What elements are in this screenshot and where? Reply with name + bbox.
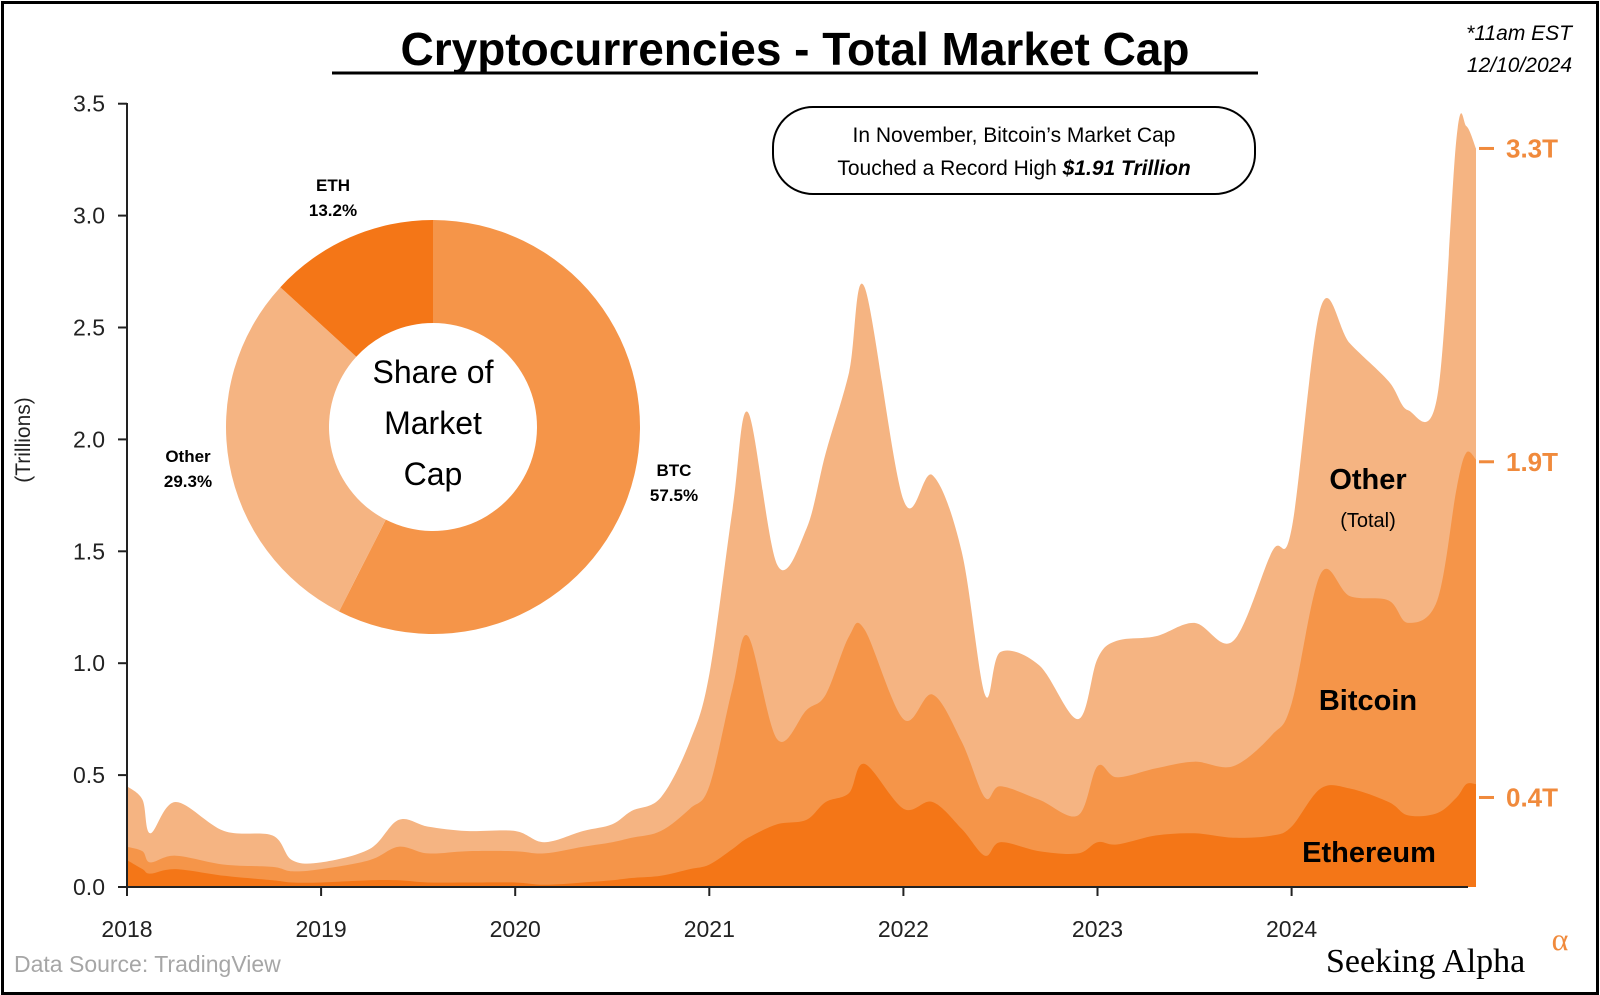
brand-name: Seeking Alpha [1326,943,1525,980]
stacked-areas [127,113,1476,887]
slice-label-btc-name: BTC [657,461,692,480]
end-labels: 3.3T 1.9T 0.4T [1479,133,1558,812]
x-ticks: 2018 2019 2020 2021 2022 2023 2024 [101,887,1317,942]
donut-title-line-3: Cap [404,456,463,492]
y-tick-label: 1.0 [73,650,105,676]
y-tick-label: 3.0 [73,203,105,229]
end-label-text: 1.9T [1506,447,1558,477]
y-tick-label: 2.5 [73,315,105,341]
x-tick-label: 2021 [684,916,735,942]
label-other: Other [1329,464,1406,496]
area-ethereum [127,763,1476,887]
y-tick-label: 0.5 [73,762,105,788]
label-other-total: (Total) [1340,510,1396,532]
y-tick-label: 0.0 [73,874,105,900]
y-tick-label: 2.0 [73,426,105,452]
slice-label-other-name: Other [165,447,211,466]
slice-label-btc-value: 57.5% [650,486,698,505]
share-donut [225,220,640,634]
slice-label-eth-value: 13.2% [309,201,357,220]
y-tick-label: 3.5 [73,91,105,117]
y-tick-label: 1.5 [73,538,105,564]
donut-title-line-1: Share of [373,354,494,390]
time-note: *11am EST [1466,22,1574,45]
x-tick-label: 2024 [1266,916,1317,942]
x-tick-label: 2019 [296,916,347,942]
callout-line-2: Touched a Record High $1.91 Trillion [837,157,1190,180]
label-bitcoin: Bitcoin [1319,685,1417,717]
slice-label-eth-name: ETH [316,176,350,195]
donut-slice-eth [280,220,433,357]
axes [126,103,1468,888]
callout-record-value: $1.91 Trillion [1062,157,1191,180]
y-axis-label: (Trillions) [12,397,35,483]
label-ethereum: Ethereum [1302,837,1436,869]
brand-logo: Seeking Alpha [1326,943,1525,980]
slice-label-other-value: 29.3% [164,472,212,491]
x-tick-label: 2020 [490,916,541,942]
x-tick-label: 2023 [1072,916,1123,942]
area-other [127,113,1476,887]
donut-slice-btc [339,220,640,634]
chart-title: Cryptocurrencies - Total Market Cap [400,23,1189,75]
callout-border [772,106,1256,195]
date-note: 12/10/2024 [1467,54,1572,77]
area-bitcoin [127,451,1476,887]
end-label-text: 0.4T [1506,782,1558,812]
y-ticks: 0.0 0.5 1.0 1.5 2.0 2.5 3.0 3.5 [73,91,127,900]
callout-line-2-prefix: Touched a Record High [837,157,1062,180]
x-tick-label: 2018 [101,916,152,942]
donut-slice-other [225,287,386,612]
data-source: Data Source: TradingView [14,951,281,977]
brand-alpha-icon: α [1552,921,1569,957]
donut-title-line-2: Market [384,405,482,441]
end-label-text: 3.3T [1506,133,1558,163]
x-tick-label: 2022 [878,916,929,942]
callout-box: In November, Bitcoin’s Market Cap Touche… [772,106,1256,195]
callout-line-1: In November, Bitcoin’s Market Cap [853,124,1176,147]
